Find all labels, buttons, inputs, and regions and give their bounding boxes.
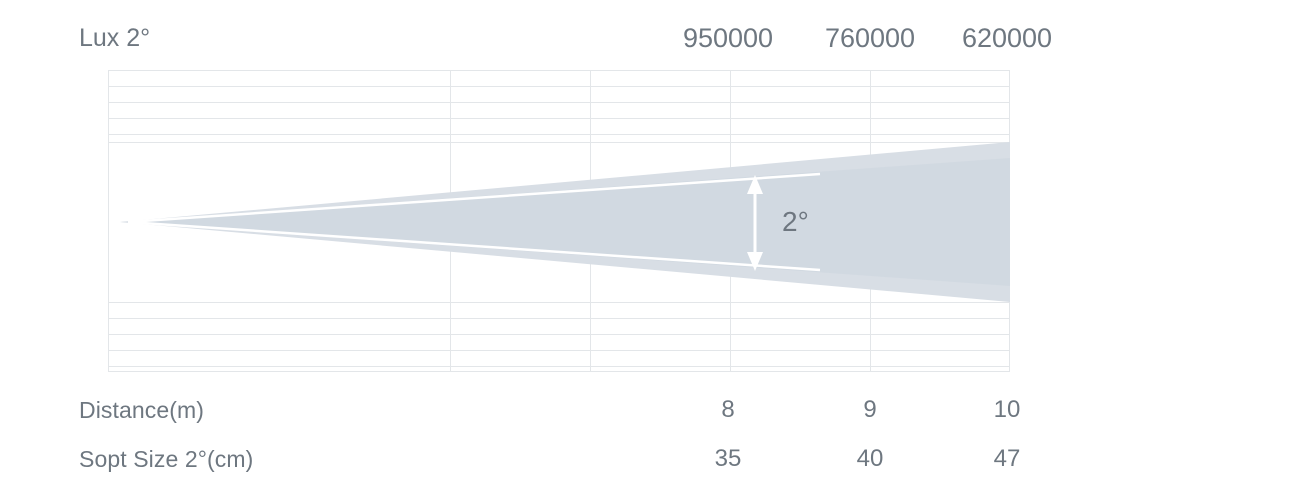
grid-lines-horizontal-top (108, 86, 1010, 143)
beam-cone-inner (120, 158, 1010, 286)
beam-separator-lines (127, 172, 821, 272)
beam-angle-label: 2° (782, 206, 809, 237)
lux-value-col-1: 950000 (682, 23, 774, 53)
beam-angle-arrow (747, 175, 763, 271)
distance-value-col-2: 9 (863, 396, 877, 423)
spot-size-row-label: Sopt Size 2°(cm) (79, 446, 254, 472)
distance-value-col-1: 8 (721, 396, 735, 423)
lux-value-col-3: 620000 (961, 23, 1053, 53)
lux-value-col-2: 760000 (824, 23, 916, 53)
grid-lines-horizontal-bottom (108, 302, 1010, 367)
page-title: Lux 2° (79, 24, 151, 52)
spot-size-value-col-1: 35 (714, 445, 742, 472)
distance-row-label: Distance(m) (79, 397, 205, 423)
spot-size-value-col-2: 40 (856, 445, 884, 472)
beam-plot-area (108, 70, 1010, 372)
distance-value-col-3: 10 (993, 396, 1021, 423)
spot-size-value-col-3: 47 (993, 445, 1021, 472)
